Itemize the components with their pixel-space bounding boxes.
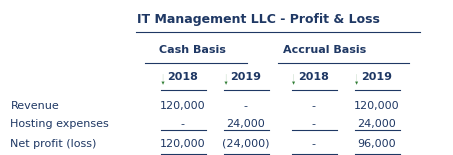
Text: Net profit (loss): Net profit (loss)	[10, 139, 97, 149]
Text: 120,000: 120,000	[160, 101, 206, 111]
Text: Accrual Basis: Accrual Basis	[283, 45, 366, 55]
Text: 120,000: 120,000	[354, 101, 399, 111]
Text: -: -	[311, 101, 315, 111]
Text: Hosting expenses: Hosting expenses	[10, 119, 109, 129]
Text: 2018: 2018	[298, 73, 329, 82]
Text: Revenue: Revenue	[10, 101, 59, 111]
Text: (24,000): (24,000)	[222, 139, 270, 149]
Text: -: -	[181, 119, 185, 129]
Text: 96,000: 96,000	[357, 139, 396, 149]
Text: 24,000: 24,000	[226, 119, 265, 129]
Text: Cash Basis: Cash Basis	[159, 45, 226, 55]
Text: -: -	[311, 139, 315, 149]
Text: 120,000: 120,000	[160, 139, 206, 149]
Text: -: -	[311, 119, 315, 129]
Text: 2018: 2018	[168, 73, 198, 82]
Text: -: -	[244, 101, 248, 111]
Text: IT Management LLC - Profit & Loss: IT Management LLC - Profit & Loss	[136, 13, 380, 26]
Text: 24,000: 24,000	[357, 119, 396, 129]
Text: 2019: 2019	[361, 73, 392, 82]
Text: 2019: 2019	[231, 73, 261, 82]
